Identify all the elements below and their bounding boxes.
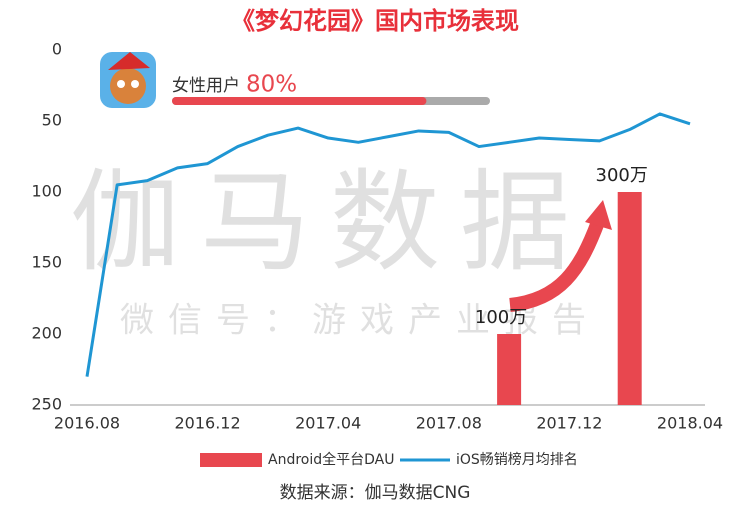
bar bbox=[617, 192, 642, 405]
source: 数据来源：伽马数据CNG bbox=[280, 483, 471, 503]
y-tick-label: 100 bbox=[31, 182, 62, 201]
x-tick-label: 2016.08 bbox=[54, 414, 120, 433]
legend-label: iOS畅销榜月均排名 bbox=[456, 451, 578, 468]
legend-swatch bbox=[200, 453, 262, 467]
y-tick-label: 200 bbox=[31, 324, 62, 343]
x-tick-label: 2017.12 bbox=[536, 414, 602, 433]
annotation-value: 80% bbox=[246, 72, 297, 98]
watermark-sub: 微信号：游戏产业报告 bbox=[120, 301, 600, 341]
watermark: 伽马数据 bbox=[70, 158, 590, 286]
annotation-label: 女性用户 bbox=[172, 76, 240, 96]
x-tick-label: 2016.12 bbox=[175, 414, 241, 433]
data-label: 100万 bbox=[475, 307, 527, 328]
growth-arrow bbox=[509, 219, 605, 312]
growth-arrow-head bbox=[585, 200, 612, 230]
legend-label: Android全平台DAU bbox=[268, 451, 395, 468]
y-tick-label: 0 bbox=[52, 40, 62, 59]
bar bbox=[497, 334, 522, 405]
x-tick-label: 2017.08 bbox=[416, 414, 482, 433]
y-tick-label: 250 bbox=[31, 395, 62, 414]
x-tick-label: 2017.04 bbox=[295, 414, 361, 433]
line bbox=[85, 112, 691, 377]
x-tick-label: 2018.04 bbox=[657, 414, 723, 433]
chart-title: 《梦幻花园》国内市场表现 bbox=[231, 7, 519, 35]
y-tick-label: 150 bbox=[31, 253, 62, 272]
data-label: 300万 bbox=[596, 165, 648, 186]
y-tick-label: 50 bbox=[42, 111, 62, 130]
progress-bar bbox=[172, 97, 427, 105]
app-icon bbox=[100, 52, 156, 108]
